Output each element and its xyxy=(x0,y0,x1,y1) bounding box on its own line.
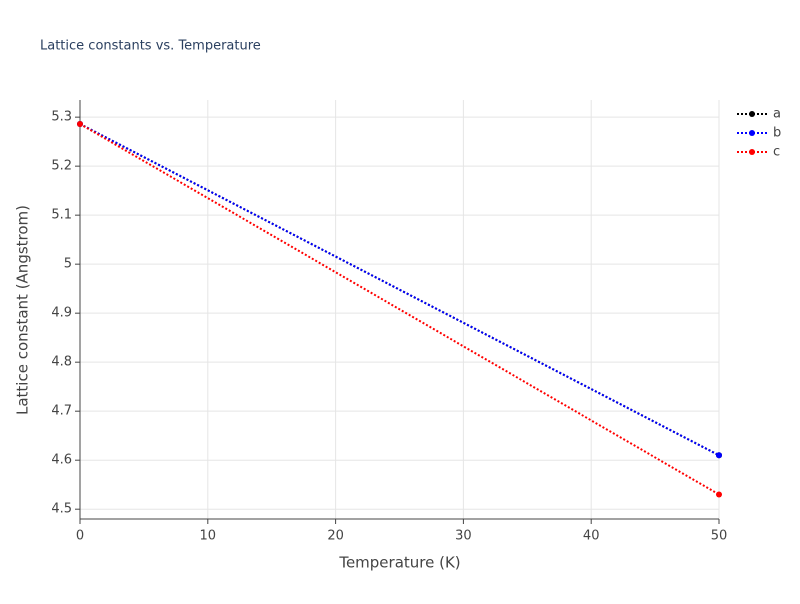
y-tick-label: 4.5 xyxy=(51,502,72,517)
legend-label[interactable]: a xyxy=(773,107,781,122)
point xyxy=(77,121,83,128)
legend-marker xyxy=(749,130,755,136)
point xyxy=(716,452,722,459)
y-tick-label: 5.2 xyxy=(51,159,72,174)
y-tick-label: 4.7 xyxy=(51,404,72,419)
y-axis-title: Lattice constant (Angstrom) xyxy=(14,205,32,415)
series-line xyxy=(79,123,720,496)
x-tick-label: 20 xyxy=(327,529,344,544)
y-tick-label: 5 xyxy=(64,257,72,272)
y-tick-label: 5.3 xyxy=(51,110,72,125)
legend-label[interactable]: c xyxy=(773,145,780,160)
legend-label[interactable]: b xyxy=(773,126,781,141)
x-tick-label: 10 xyxy=(200,529,217,544)
point xyxy=(716,491,722,498)
series-line xyxy=(79,123,720,457)
x-axis-title: Temperature (K) xyxy=(338,554,460,572)
x-tick-label: 40 xyxy=(583,529,600,544)
x-tick-label: 0 xyxy=(76,529,84,544)
y-tick-label: 4.9 xyxy=(51,306,72,321)
legend-marker xyxy=(749,149,755,155)
y-tick-label: 4.8 xyxy=(51,355,72,370)
y-tick-label: 5.1 xyxy=(51,208,72,223)
x-tick-label: 30 xyxy=(455,529,472,544)
chart-title: Lattice constants vs. Temperature xyxy=(40,39,261,54)
x-tick-label: 50 xyxy=(711,529,728,544)
legend-marker xyxy=(749,111,755,117)
series-line xyxy=(79,123,720,457)
y-tick-label: 4.6 xyxy=(51,453,72,468)
